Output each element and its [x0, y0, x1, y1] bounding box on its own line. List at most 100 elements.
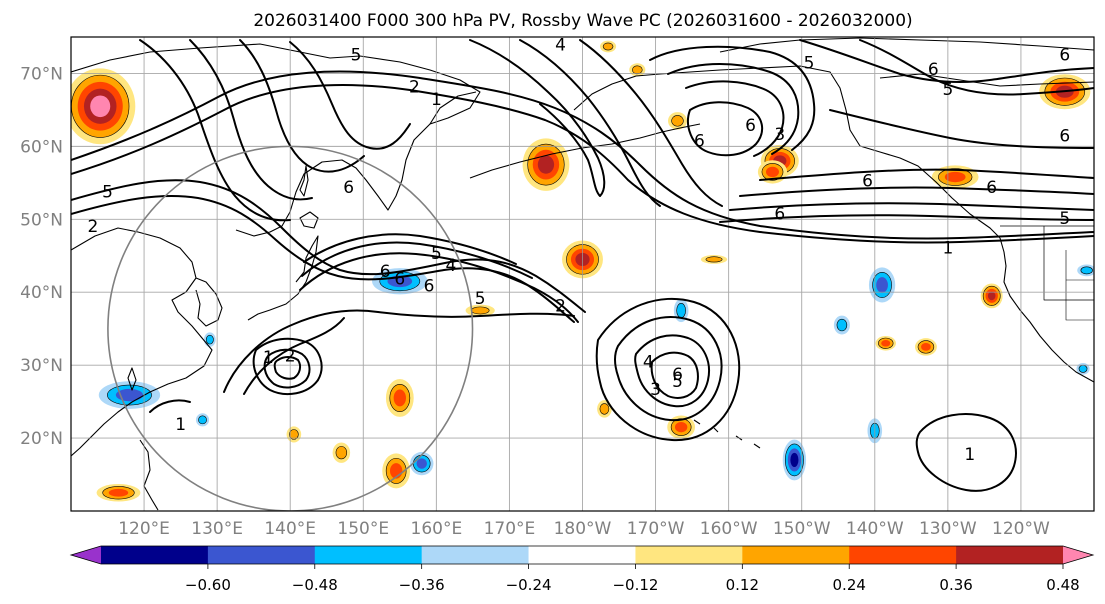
contour-label: 2	[88, 217, 99, 237]
contour-label: 6	[672, 365, 683, 385]
contour-japan-closed-3	[273, 356, 302, 380]
pc-anomaly-blob	[195, 413, 210, 427]
gridlines	[71, 37, 1094, 511]
rossby-wave-pc-shading	[71, 40, 1094, 502]
contour-label: 5	[1059, 209, 1070, 229]
pv-contours	[71, 39, 1094, 492]
pc-anomaly-blob	[868, 267, 896, 303]
colorbar-tick-label: 0.12	[726, 576, 759, 594]
map-frame	[70, 36, 1095, 512]
pc-anomaly-blob	[465, 304, 495, 317]
blob-level	[602, 42, 614, 51]
lon-tick-label: 160°E	[411, 519, 463, 539]
contour-trough-3	[579, 39, 723, 207]
contour-jet-1	[299, 252, 579, 323]
blob-level	[765, 166, 779, 178]
coastline-kamchatka	[429, 91, 477, 125]
pc-anomaly-blob	[980, 283, 1003, 309]
longitude-tick-labels: 120°E 130°E 140°E 150°E 160°E 170°E 180°W 170°W…	[118, 519, 1050, 539]
colorbar-tick-label: −0.12	[612, 576, 658, 594]
contour-label: 6	[862, 172, 873, 192]
lon-tick-label: 130°W	[919, 519, 977, 539]
contour-jet-2	[301, 241, 533, 279]
colorbar-extend-low	[71, 546, 101, 564]
contour-label: 4	[446, 256, 457, 276]
contour-label: 5	[672, 372, 683, 392]
contour-jet-3	[303, 233, 517, 265]
contour-cutoff-2	[614, 316, 723, 422]
coastline-japan-hokkaido	[299, 211, 319, 229]
pc-anomaly-blob	[597, 400, 612, 418]
contour-label: 4	[643, 353, 654, 373]
contour-japan-closed-2	[263, 348, 311, 389]
contour-label: 1	[431, 90, 442, 110]
contour-2-north	[71, 84, 1094, 244]
pc-anomaly-blob	[1076, 362, 1090, 375]
coastline-hawaii	[693, 419, 761, 449]
colorbar-tick-label: −0.48	[292, 576, 338, 594]
coastline-arctic-2	[879, 73, 1094, 87]
contour-label: 2	[285, 347, 296, 367]
blob-level	[198, 415, 207, 425]
pc-anomaly-blob	[914, 338, 937, 356]
contour-label: 1	[175, 415, 186, 435]
blob-level	[987, 291, 996, 301]
blob-level	[921, 343, 931, 351]
pc-anomaly-blob	[332, 442, 351, 463]
blob-level	[393, 389, 406, 407]
blob-level	[676, 302, 686, 318]
pc-anomaly-blob	[203, 332, 216, 347]
blob-level	[108, 488, 129, 497]
contour-label: 1	[964, 445, 975, 465]
contour-label: 5	[351, 46, 362, 66]
contour-label: 5	[431, 244, 442, 264]
blob-level	[671, 115, 684, 127]
blob-level	[881, 340, 891, 347]
contour-gulf-3	[685, 80, 785, 157]
contour-label: 6	[694, 132, 705, 152]
lat-tick-label: 60°N	[20, 137, 63, 157]
contour-label: 1	[942, 239, 953, 259]
colorbar-tick-label: −0.60	[185, 576, 231, 594]
blob-level	[1078, 364, 1088, 373]
coastline-north-america	[999, 237, 1094, 383]
contour-label: 6	[745, 116, 756, 136]
blob-level	[790, 452, 799, 468]
colorbar-segment	[314, 546, 423, 564]
lon-tick-label: 180°W	[554, 519, 612, 539]
colorbar-extend-high	[1063, 546, 1093, 564]
contour-label: 6	[1059, 46, 1070, 66]
lat-tick-label: 50°N	[20, 210, 63, 230]
colorbar-segment	[101, 546, 209, 564]
lon-tick-label: 120°E	[118, 519, 170, 539]
colorbar-segment	[207, 546, 316, 564]
blob-level	[836, 318, 848, 332]
lon-tick-label: 150°W	[773, 519, 831, 539]
coastline-arctic	[719, 37, 1094, 53]
contour-ne-6	[729, 202, 1094, 211]
colorbar-tick-label: 0.36	[939, 576, 972, 594]
contour-label: 3	[774, 125, 785, 145]
colorbar-tick-label: 0.48	[1046, 576, 1079, 594]
blob-level	[289, 429, 299, 440]
lon-tick-label: 140°W	[846, 519, 904, 539]
contour-ridge-4	[289, 41, 411, 150]
contour-label: 6	[774, 204, 785, 224]
coastline-east-asia	[71, 227, 213, 457]
pc-anomaly-blob	[385, 379, 414, 417]
colorbar-segment	[956, 546, 1064, 564]
pc-anomaly-blob	[667, 415, 696, 439]
latitude-tick-labels: 70°N 60°N 50°N 40°N 30°N 20°N	[20, 64, 63, 449]
contour-ne-5	[739, 186, 1094, 197]
lat-tick-label: 20°N	[20, 429, 63, 449]
lon-tick-label: 170°W	[627, 519, 685, 539]
contour-ne-7	[719, 214, 1094, 223]
lon-tick-label: 130°E	[191, 519, 243, 539]
colorbar-outline	[69, 545, 1095, 565]
pc-anomaly-blob	[522, 138, 570, 191]
contour-label: 2	[409, 78, 420, 98]
blob-level	[335, 446, 348, 460]
colorbar-segment	[849, 546, 957, 564]
coastline-sakhalin	[299, 165, 309, 197]
coastline-alaska	[573, 65, 1001, 239]
